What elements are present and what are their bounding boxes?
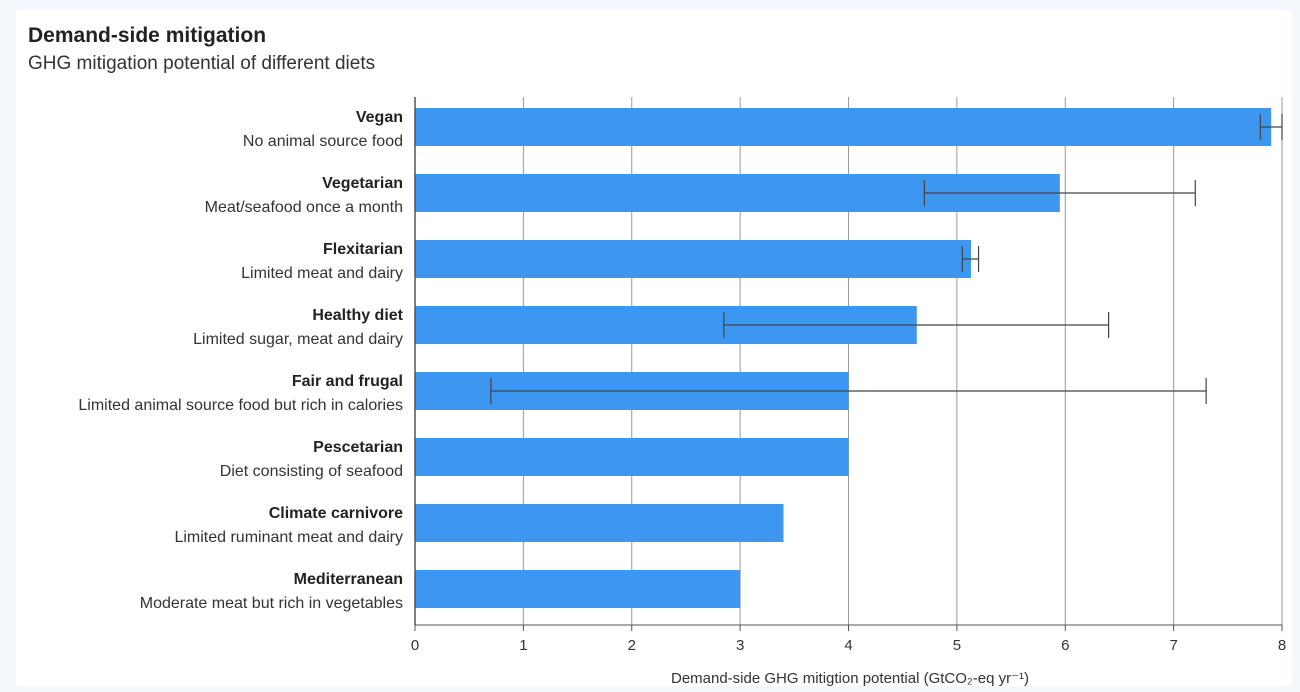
category-name: Vegetarian [322, 175, 403, 192]
error-bars [490, 114, 1283, 404]
x-tick-label: 4 [844, 637, 852, 654]
category-description: Meat/seafood once a month [205, 199, 403, 216]
x-tick-label: 2 [628, 637, 636, 654]
chart-subtitle: GHG mitigation potential of different di… [28, 53, 376, 74]
x-tick-label: 1 [519, 637, 527, 654]
x-tick-label: 8 [1278, 637, 1286, 654]
category-description: Limited sugar, meat and dairy [193, 331, 403, 348]
x-tick-label: 7 [1169, 637, 1177, 654]
bar [415, 504, 784, 542]
category-description: Limited ruminant meat and dairy [174, 529, 403, 546]
category-description: Diet consisting of seafood [220, 463, 403, 480]
chart-title: Demand-side mitigation [28, 24, 267, 47]
x-tick-label: 0 [411, 637, 419, 654]
x-tick-label: 6 [1061, 637, 1069, 654]
category-name: Fair and frugal [292, 373, 403, 390]
bars [415, 108, 1272, 608]
x-tick-label: 5 [953, 637, 961, 654]
bar [415, 438, 849, 476]
bar [415, 108, 1272, 146]
category-description: Limited animal source food but rich in c… [78, 397, 403, 414]
category-name: Flexitarian [323, 241, 403, 258]
category-description: Moderate meat but rich in vegetables [140, 595, 403, 612]
bar [415, 570, 741, 608]
category-name: Climate carnivore [269, 505, 403, 522]
x-axis: 0 1 2 3 4 5 6 7 8 [411, 97, 1286, 654]
category-description: No animal source food [243, 133, 403, 150]
category-labels: Vegan No animal source food Vegetarian Meat… [78, 109, 403, 612]
category-description: Limited meat and dairy [241, 265, 403, 282]
bar [415, 240, 971, 278]
x-axis-label: Demand-side GHG mitigtion potential (GtC… [671, 670, 1029, 687]
category-name: Pescetarian [313, 439, 403, 456]
category-name: Vegan [356, 109, 403, 126]
category-name: Healthy diet [312, 307, 403, 324]
category-name: Mediterranean [294, 571, 403, 588]
x-tick-label: 3 [736, 637, 744, 654]
